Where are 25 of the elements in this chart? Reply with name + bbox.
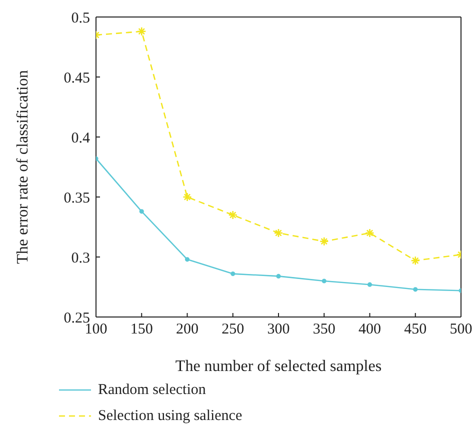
x-tick-label: 150 [130,322,153,338]
y-tick-label: 0.4 [71,130,90,146]
y-tick-label: 0.3 [71,250,90,266]
legend-label: Random selection [98,381,206,400]
point [322,278,326,284]
point [276,274,281,278]
x-tick-label: 200 [176,322,198,338]
point [139,209,144,214]
point [230,272,236,276]
x-axis-title: The number of selected samples [175,358,382,375]
y-tick-label: 0.45 [64,70,90,86]
legend-label: Selection using salience [98,407,242,426]
y-tick-label: 0.35 [64,190,90,206]
x-tick-label: 100 [84,322,108,338]
point [184,257,190,262]
x-tick-label: 350 [312,322,336,338]
x-tick-label: 250 [222,322,244,338]
y-axis-title: The error rate of classification [14,70,32,264]
x-tick-label: 400 [358,322,381,338]
x-tick-label: 300 [267,322,290,338]
x-tick-label: 450 [404,322,427,338]
point [367,282,372,287]
point [413,287,418,292]
y-tick-label: 0.5 [71,10,90,26]
x-tick-label: 500 [450,322,472,338]
